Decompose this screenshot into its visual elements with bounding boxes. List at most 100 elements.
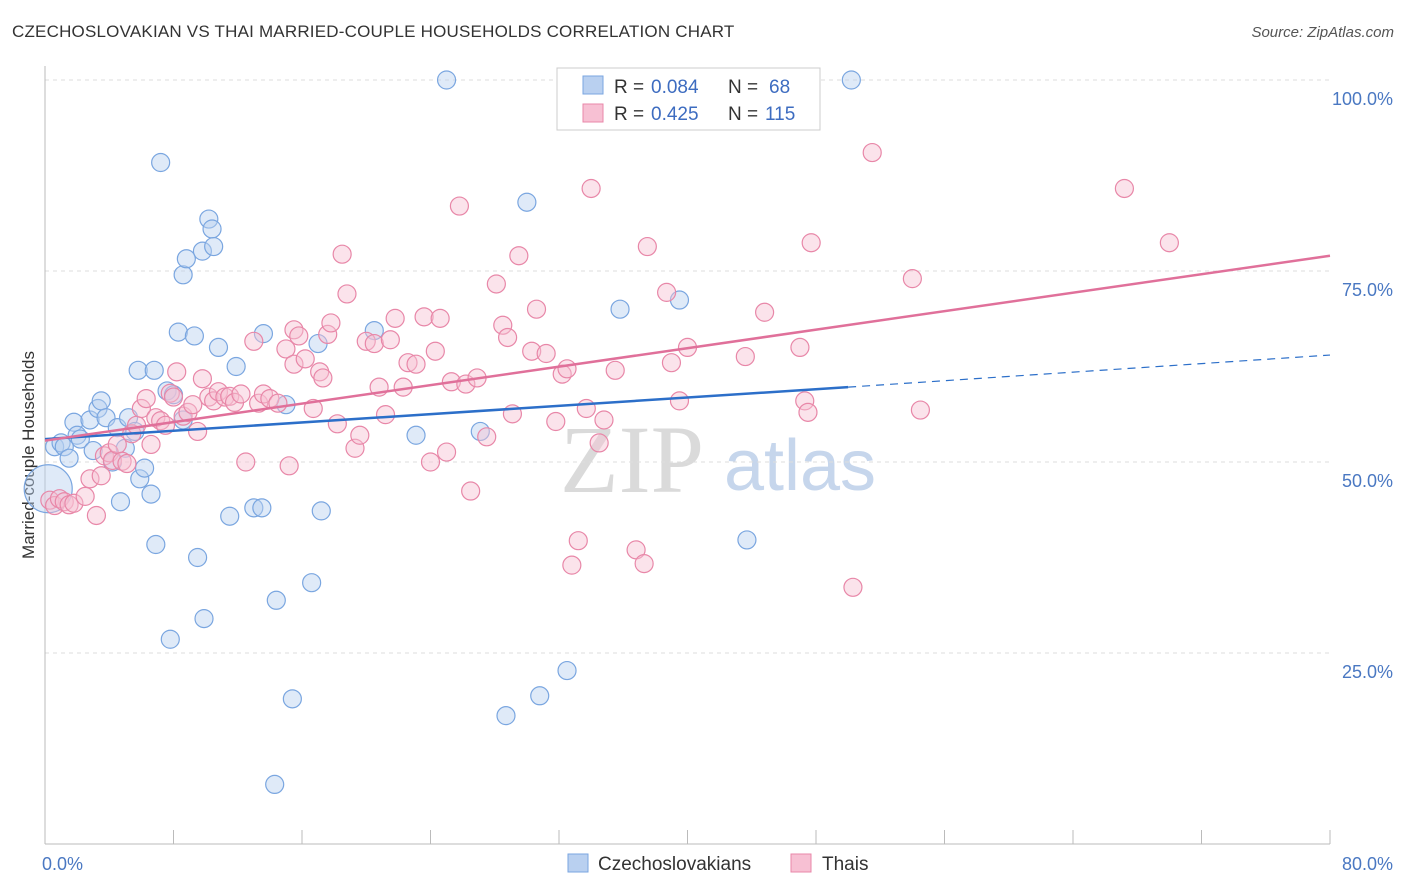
thai-point-1: [45, 495, 65, 516]
thai-point-85: [509, 246, 529, 266]
thai-point-70: [414, 307, 434, 327]
y-tick-label-100: 100.0%: [1332, 89, 1393, 109]
x-tick-label-min: 0.0%: [42, 854, 83, 874]
thai-point-81: [486, 274, 506, 294]
thai-point-110: [798, 402, 818, 422]
thai-point-86: [522, 341, 542, 361]
czech-point-59: [530, 686, 550, 706]
legend-r-label-thai: R =: [614, 104, 644, 125]
czech-point-22: [141, 484, 161, 504]
thai-point-7: [80, 469, 100, 489]
thai-point-117: [1159, 233, 1179, 253]
czech-point-9: [83, 440, 103, 461]
thai-point-111: [801, 233, 821, 253]
thai-point-62: [364, 333, 384, 354]
thai-point-89: [546, 411, 566, 432]
thai-point-106: [735, 346, 755, 367]
czech-point-54: [406, 425, 426, 445]
trend-lines: [44, 254, 1331, 442]
thai-point-92: [562, 555, 582, 575]
thai-point-98: [605, 360, 625, 380]
y-tick-labels: 25.0% 50.0% 75.0% 100.0%: [1332, 89, 1393, 682]
legend-swatch-thai: [582, 103, 604, 123]
bottom-legend: Czechoslovakians Thais: [567, 853, 868, 875]
thai-point-88: [536, 343, 556, 364]
legend-r-value-czech: 0.084: [651, 77, 699, 98]
thai-point-40: [244, 331, 264, 351]
czech-point-63: [737, 530, 757, 550]
thai-point-96: [589, 433, 609, 453]
thai-point-74: [436, 442, 457, 462]
czech-point-50: [302, 573, 322, 593]
thai-point-56: [327, 414, 347, 434]
legend-n-label-czech: N =: [728, 77, 758, 98]
czech-point-56: [470, 421, 490, 442]
czech-point-23: [144, 360, 164, 380]
series-czechoslovakians: [23, 70, 861, 795]
czech-point-60: [557, 660, 577, 681]
thai-point-54: [318, 324, 338, 345]
thai-point-97: [594, 410, 614, 430]
czech-point-52: [311, 501, 331, 521]
y-axis-title: Married-couple Households: [19, 351, 38, 559]
thai-point-94: [576, 398, 596, 419]
thai-point-53: [313, 368, 333, 388]
thai-point-61: [356, 331, 376, 351]
thai-point-46: [279, 456, 299, 476]
czech-point-55: [436, 70, 457, 90]
thai-point-100: [634, 554, 654, 574]
czech-point-8: [80, 410, 100, 430]
thai-point-64: [375, 405, 396, 425]
thai-point-108: [790, 337, 810, 357]
czech-point-57: [496, 706, 516, 726]
thai-point-5: [64, 493, 84, 513]
trend-line-czech-extension: [848, 354, 1331, 388]
thai-point-71: [420, 452, 441, 472]
bottom-legend-swatch-thai: [790, 853, 812, 873]
czech-point-15: [110, 492, 131, 512]
thai-point-57: [332, 244, 352, 264]
thai-point-93: [568, 531, 588, 551]
czech-point-64: [841, 70, 861, 90]
thai-point-115: [910, 400, 931, 420]
czech-point-25: [151, 152, 171, 173]
thai-point-60: [350, 425, 370, 445]
thai-point-38: [231, 384, 251, 404]
thai-point-82: [493, 315, 513, 335]
czech-point-35: [192, 241, 213, 261]
thai-point-58: [337, 284, 357, 304]
thai-point-69: [406, 354, 426, 374]
czech-point-19: [128, 360, 148, 380]
thai-point-80: [477, 427, 497, 447]
thai-point-101: [637, 236, 657, 257]
thai-point-102: [657, 282, 677, 302]
source-label: Source: ZipAtlas.com: [1251, 24, 1394, 41]
x-tick-label-max: 80.0%: [1342, 854, 1393, 874]
czech-point-4: [59, 448, 79, 468]
legend-r-value-thai: 0.425: [651, 104, 699, 125]
watermark-atlas: atlas: [724, 426, 876, 506]
thai-point-39: [236, 452, 256, 472]
trend-line-czech: [44, 385, 849, 441]
y-tick-label-50: 50.0%: [1342, 471, 1393, 491]
thai-point-30: [187, 421, 208, 442]
czech-point-48: [282, 689, 302, 709]
thai-point-25: [163, 387, 184, 407]
czech-point-32: [176, 249, 196, 269]
czech-point-46: [266, 590, 286, 610]
x-ticks: [173, 830, 1331, 844]
legend-box: R = 0.084 N = 68 R = 0.425 N = 115: [556, 67, 821, 131]
thai-point-107: [754, 302, 775, 322]
legend-n-value-czech: 68: [769, 77, 790, 98]
czech-point-42: [226, 356, 246, 377]
bottom-legend-label-czech: Czechoslovakians: [598, 854, 751, 875]
thai-point-112: [843, 577, 863, 597]
czech-point-31: [173, 265, 193, 285]
czech-point-21: [134, 458, 155, 478]
thai-point-31: [192, 369, 213, 389]
czech-point-29: [168, 322, 188, 342]
legend-swatch-czech: [582, 75, 604, 95]
czech-point-41: [220, 506, 240, 526]
thai-point-116: [1114, 178, 1135, 199]
czech-point-53: [364, 320, 384, 341]
